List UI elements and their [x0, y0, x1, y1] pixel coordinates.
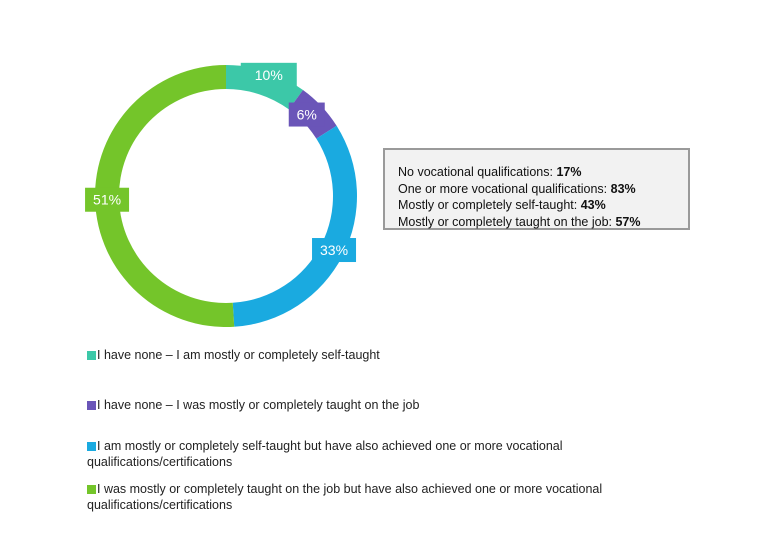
slice-label-box — [85, 187, 130, 212]
legend-swatch — [87, 441, 96, 451]
slice-label-box — [288, 102, 325, 127]
summary-value: 17% — [556, 165, 582, 179]
slice-data-label: 51% — [93, 192, 121, 208]
legend-item: I am mostly or completely self-taught bu… — [87, 438, 707, 470]
summary-line: No vocational qualifications: 17% — [398, 164, 688, 181]
legend-label: I have none – I was mostly or completely… — [97, 398, 420, 412]
slice-data-label: 6% — [297, 107, 317, 123]
summary-value: 57% — [615, 214, 641, 229]
legend-item: I have none – I am mostly or completely … — [87, 347, 707, 363]
summary-line: Mostly or completely self-taught: 43% — [398, 197, 688, 214]
slice-label-box — [240, 62, 297, 87]
summary-text: One or more vocational qualifications: — [398, 181, 611, 196]
slice-data-label: 33% — [320, 242, 348, 258]
donut-slice — [232, 125, 357, 327]
slice-label-box — [312, 238, 357, 263]
summary-value: 83% — [610, 181, 636, 196]
legend-label: I have none – I am mostly or completely … — [97, 348, 380, 362]
summary-text: Mostly or completely taught on the job: — [398, 214, 616, 229]
legend-swatch — [87, 484, 96, 494]
summary-box: No vocational qualifications: 17% One or… — [383, 148, 690, 230]
slice-data-label: 10% — [255, 67, 283, 83]
summary-text: No vocational qualifications: — [398, 165, 557, 179]
legend-item: I have none – I was mostly or completely… — [87, 397, 707, 413]
legend-label: I was mostly or completely taught on the… — [87, 482, 603, 512]
summary-text: Mostly or completely self-taught: — [398, 198, 581, 213]
legend-item: I was mostly or completely taught on the… — [87, 481, 707, 513]
legend-swatch — [87, 400, 96, 410]
legend-label: I am mostly or completely self-taught bu… — [87, 439, 563, 469]
summary-value: 43% — [580, 198, 606, 213]
summary-line: One or more vocational qualifications: 8… — [398, 181, 688, 198]
summary-line: Mostly or completely taught on the job: … — [398, 214, 688, 231]
legend-swatch — [87, 350, 96, 360]
donut-slice — [95, 64, 235, 327]
